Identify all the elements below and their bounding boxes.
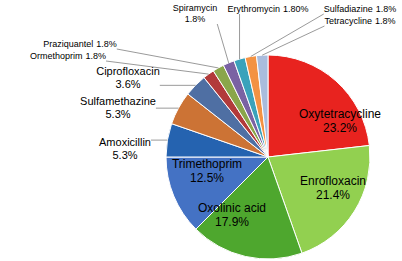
slice-name: Enrofloxacin <box>300 174 366 188</box>
slice-value: 3.6% <box>115 78 140 90</box>
slice-value: 1.8% <box>96 39 117 49</box>
data-label: Spiramycin1.8% <box>173 3 218 24</box>
leader-line <box>151 140 167 141</box>
slice-name: Ormethoprim <box>30 51 83 61</box>
leader-line <box>156 108 179 109</box>
data-label: Enrofloxacin21.4% <box>300 174 366 202</box>
slice-name: Spiramycin <box>173 3 218 13</box>
data-label: Oxytetracycline23.2% <box>299 107 381 135</box>
slice-value: 5.3% <box>105 108 130 120</box>
slice-name: Sulfadiazine <box>324 4 373 14</box>
data-label: Ormethoprim1.8% <box>30 51 106 61</box>
slice-name: Ciprofloxacin <box>96 65 160 77</box>
slice-value: 1.8% <box>86 51 107 61</box>
slice-value: 1.8% <box>375 16 396 26</box>
slice-value: 1.8% <box>376 4 397 14</box>
leader-line <box>217 24 228 63</box>
slice-value: 21.4% <box>316 188 350 202</box>
slice-value: 12.5% <box>190 171 224 185</box>
slice-value: 1.8% <box>185 14 206 24</box>
slice-value: 1.80% <box>283 4 309 14</box>
pie-slice <box>245 56 268 157</box>
data-label: Praziquantel1.8% <box>43 39 117 49</box>
pie-slice <box>166 157 268 229</box>
data-label: Oxolinic acid17.9% <box>198 201 266 229</box>
chart: Oxytetracycline23.2% Enrofloxacin21.4% Oxo… <box>0 0 402 261</box>
leader-line <box>251 14 324 56</box>
slice-name: Trimethoprim <box>172 157 242 171</box>
slice-value: 23.2% <box>323 121 357 135</box>
data-label: Tetracycline1.8% <box>324 16 395 26</box>
leader-line <box>239 14 240 59</box>
data-label: Amoxicillin5.3% <box>99 136 151 161</box>
pie-slice <box>256 55 268 157</box>
slice-name: Erythromycin <box>227 4 280 14</box>
slice-value: 5.3% <box>112 149 137 161</box>
pie <box>166 55 370 259</box>
data-label: Sulfadiazine1.8% <box>324 4 397 14</box>
data-label: Sulfamethazine5.3% <box>80 95 156 120</box>
slice-name: Oxolinic acid <box>198 201 266 215</box>
data-label: Ciprofloxacin3.6% <box>96 65 160 90</box>
leader-line <box>160 85 196 86</box>
slice-name: Sulfamethazine <box>80 95 156 107</box>
slice-value: 17.9% <box>215 215 249 229</box>
pie-slice <box>268 55 369 157</box>
slice-name: Oxytetracycline <box>299 107 381 121</box>
leader-lines <box>106 14 324 140</box>
data-label: Trimethoprim12.5% <box>172 157 242 185</box>
data-labels: Oxytetracycline23.2% Enrofloxacin21.4% Oxo… <box>30 3 396 229</box>
leader-line <box>262 26 324 55</box>
slice-name: Amoxicillin <box>99 136 151 148</box>
slice-name: Tetracycline <box>324 16 372 26</box>
slice-name: Praziquantel <box>43 39 93 49</box>
data-label: Erythromycin1.80% <box>227 4 308 14</box>
